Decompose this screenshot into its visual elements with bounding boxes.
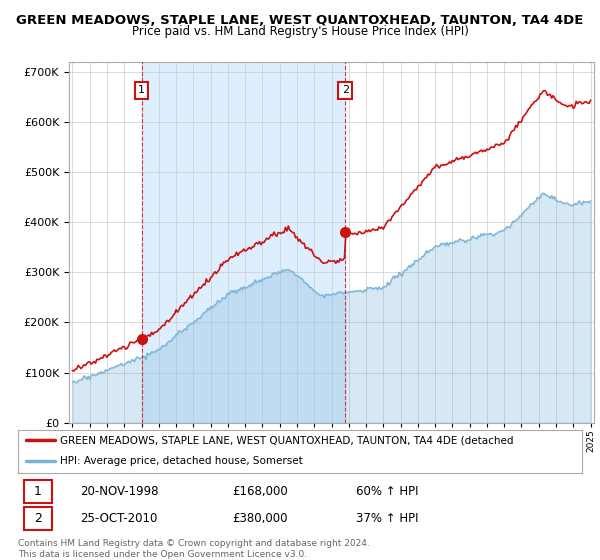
Text: Contains HM Land Registry data © Crown copyright and database right 2024.
This d: Contains HM Land Registry data © Crown c… (18, 539, 370, 559)
Text: GREEN MEADOWS, STAPLE LANE, WEST QUANTOXHEAD, TAUNTON, TA4 4DE (detached: GREEN MEADOWS, STAPLE LANE, WEST QUANTOX… (60, 436, 514, 445)
Text: GREEN MEADOWS, STAPLE LANE, WEST QUANTOXHEAD, TAUNTON, TA4 4DE: GREEN MEADOWS, STAPLE LANE, WEST QUANTOX… (16, 14, 584, 27)
Text: £168,000: £168,000 (232, 485, 288, 498)
Text: 37% ↑ HPI: 37% ↑ HPI (356, 512, 419, 525)
Text: 2: 2 (342, 86, 349, 96)
Text: 2: 2 (34, 512, 41, 525)
Bar (142, 62, 346, 423)
Text: 60% ↑ HPI: 60% ↑ HPI (356, 485, 419, 498)
FancyBboxPatch shape (23, 480, 52, 503)
Text: 25-OCT-2010: 25-OCT-2010 (80, 512, 157, 525)
Text: 1: 1 (34, 485, 41, 498)
Text: £380,000: £380,000 (232, 512, 288, 525)
Text: 1: 1 (138, 86, 145, 96)
Text: Price paid vs. HM Land Registry's House Price Index (HPI): Price paid vs. HM Land Registry's House … (131, 25, 469, 38)
Text: 20-NOV-1998: 20-NOV-1998 (80, 485, 158, 498)
Text: HPI: Average price, detached house, Somerset: HPI: Average price, detached house, Some… (60, 456, 303, 466)
FancyBboxPatch shape (23, 507, 52, 530)
